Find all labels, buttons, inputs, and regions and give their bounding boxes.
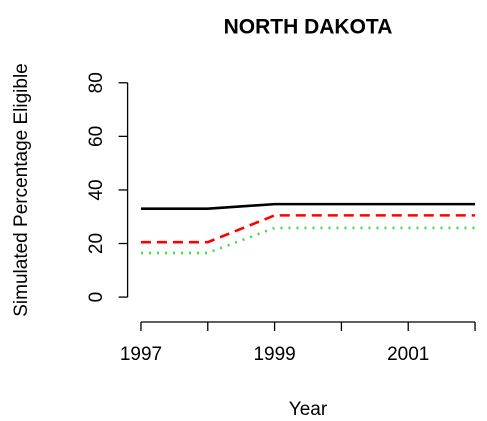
x-tick-label: 1999 <box>253 344 295 365</box>
y-tick-label: 40 <box>86 179 107 200</box>
x-tick-label: 2001 <box>387 344 429 365</box>
chart-title: NORTH DAKOTA <box>224 16 393 39</box>
series-line <box>140 214 476 244</box>
x-axis-label: Year <box>289 399 328 420</box>
y-tick-label: 0 <box>86 292 107 303</box>
y-tick-label: 80 <box>86 72 107 93</box>
y-tick-label: 20 <box>86 233 107 254</box>
series-line <box>140 202 476 210</box>
x-tick-label: 1997 <box>120 344 162 365</box>
series-line <box>140 226 476 255</box>
y-axis-label: Simulated Percentage Eligible <box>11 63 32 317</box>
y-tick-label: 60 <box>86 126 107 147</box>
